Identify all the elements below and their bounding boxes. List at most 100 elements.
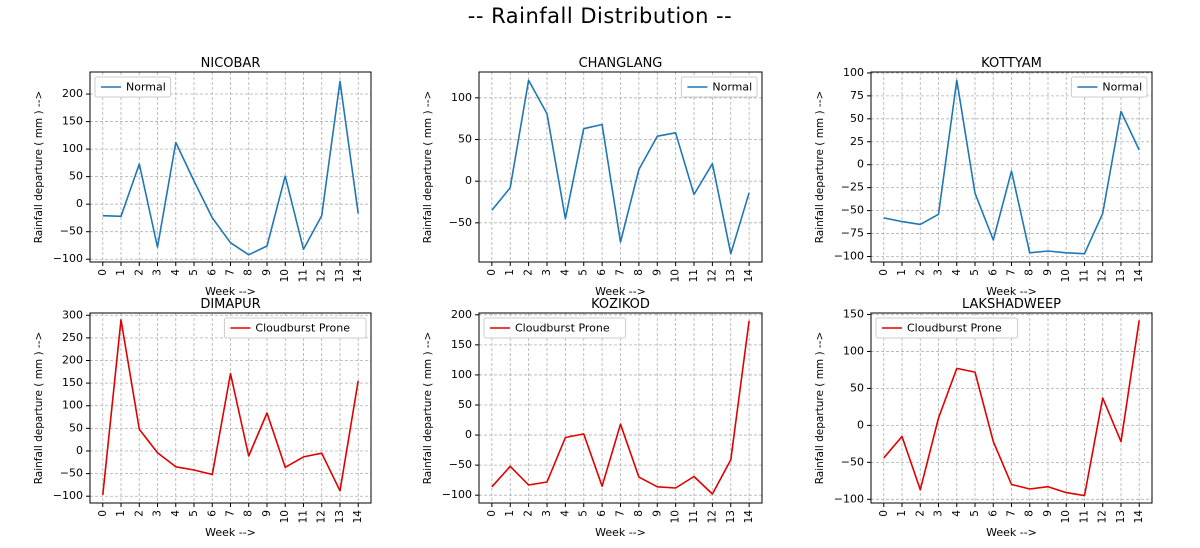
x-tick-label: 12: [316, 510, 328, 523]
x-tick-label: 12: [706, 510, 718, 523]
x-tick-label: 12: [706, 269, 718, 282]
y-tick-label: −100: [53, 489, 83, 502]
x-tick-label: 3: [933, 510, 945, 517]
x-tick-label: 7: [1006, 269, 1018, 276]
x-tick-label: 0: [97, 510, 109, 517]
x-tick-label: 14: [743, 269, 755, 283]
x-tick-label: 1: [896, 269, 908, 276]
x-tick-label: 10: [1060, 269, 1072, 282]
x-tick-label: 1: [504, 269, 516, 276]
x-tick-label: 5: [969, 510, 981, 517]
chart-title: KOTTYAM: [981, 56, 1042, 71]
x-tick-label: 6: [206, 269, 218, 276]
y-axis-label: Rainfall departure ( mm ) -->: [33, 91, 45, 244]
x-tick-label: 10: [279, 269, 291, 282]
x-tick-label: 9: [261, 269, 273, 276]
legend: Cloudburst Prone: [223, 317, 367, 339]
y-tick-label: −100: [53, 252, 83, 265]
legend-box: [680, 76, 758, 98]
legend-label: Cloudburst Prone: [255, 322, 350, 335]
y-tick-label: 100: [843, 66, 864, 79]
x-tick-label: 9: [1042, 510, 1054, 517]
x-tick-label: 3: [933, 269, 945, 276]
y-tick-label: −50: [449, 458, 472, 471]
y-axis-label: Rainfall departure ( mm ) -->: [422, 91, 434, 244]
x-axis-label: Week -->: [595, 526, 646, 539]
x-tick-label: 4: [559, 269, 571, 276]
y-tick-label: 50: [850, 381, 864, 394]
y-tick-label: 0: [465, 174, 472, 187]
x-tick-label: 11: [1078, 510, 1090, 523]
x-tick-label: 2: [914, 510, 926, 517]
x-tick-label: 1: [504, 510, 516, 517]
legend-label: Normal: [1102, 81, 1142, 94]
x-tick-label: 0: [878, 510, 890, 517]
x-tick-label: 10: [1060, 510, 1072, 523]
x-tick-label: 13: [725, 510, 737, 523]
x-tick-label: 7: [225, 269, 237, 276]
legend-label: Cloudburst Prone: [515, 322, 610, 335]
legend: Cloudburst Prone: [483, 317, 627, 339]
x-tick-label: 3: [152, 269, 164, 276]
y-tick-label: −50: [841, 455, 864, 468]
y-tick-label: 0: [76, 444, 83, 457]
legend-label: Normal: [712, 81, 752, 94]
series-line: [491, 320, 750, 495]
y-tick-label: −75: [841, 227, 864, 240]
x-tick-label: 13: [334, 510, 346, 523]
x-tick-label: 6: [987, 510, 999, 517]
x-tick-label: 5: [188, 269, 200, 276]
x-tick-label: 8: [243, 269, 255, 276]
y-tick-label: 100: [62, 399, 83, 412]
x-tick-label: 7: [615, 269, 627, 276]
chart-kottyam: 0 1 2 3 4 5 6 7 8 9 10 11 12 13 14−100−75−50−250255075…: [814, 56, 1153, 298]
x-tick-label: 2: [523, 510, 535, 517]
x-tick-label: 14: [352, 510, 364, 524]
y-tick-label: 50: [458, 398, 472, 411]
y-tick-label: −100: [834, 249, 864, 262]
y-axis-label: Rainfall departure ( mm ) -->: [814, 332, 826, 485]
x-tick-label: 5: [578, 510, 590, 517]
y-axis-label: Rainfall departure ( mm ) -->: [814, 91, 826, 244]
y-tick-label: −100: [442, 488, 472, 501]
x-tick-label: 2: [133, 269, 145, 276]
x-tick-label: 12: [1097, 510, 1109, 523]
x-tick-label: 6: [987, 269, 999, 276]
y-tick-label: 75: [850, 89, 864, 102]
y-tick-label: 150: [62, 376, 83, 389]
x-tick-label: 5: [578, 269, 590, 276]
y-tick-label: 25: [850, 135, 864, 148]
x-tick-label: 1: [115, 269, 127, 276]
y-tick-label: 50: [850, 112, 864, 125]
x-axis-label: Week -->: [986, 526, 1037, 539]
x-tick-label: 10: [670, 269, 682, 282]
y-tick-label: 50: [69, 421, 83, 434]
legend-box: [94, 76, 172, 98]
x-tick-label: 6: [596, 510, 608, 517]
x-tick-label: 9: [651, 510, 663, 517]
x-tick-label: 13: [1115, 510, 1127, 523]
y-tick-label: 100: [451, 91, 472, 104]
x-tick-label: 7: [1006, 510, 1018, 517]
legend-box: [483, 317, 627, 339]
y-tick-label: −25: [841, 181, 864, 194]
x-tick-label: 0: [486, 269, 498, 276]
x-tick-label: 4: [951, 510, 963, 517]
y-tick-label: 200: [451, 308, 472, 321]
x-tick-label: 11: [688, 269, 700, 282]
x-tick-label: 11: [297, 510, 309, 523]
y-tick-label: 0: [857, 418, 864, 431]
chart-title: DIMAPUR: [200, 297, 260, 312]
x-tick-label: 6: [596, 269, 608, 276]
y-tick-label: 150: [62, 115, 83, 128]
series-line: [102, 318, 359, 495]
x-axis-label: Week -->: [205, 526, 256, 539]
series-line: [883, 79, 1140, 255]
legend: Normal: [94, 76, 172, 98]
x-tick-label: 2: [133, 510, 145, 517]
y-tick-label: −100: [834, 492, 864, 505]
y-tick-label: −50: [449, 216, 472, 229]
x-axis-label: Week -->: [595, 285, 646, 298]
chart-changlang: 0 1 2 3 4 5 6 7 8 9 10 11 12 13 14−50050100CHANGLANGWe…: [422, 56, 763, 298]
legend-label: Normal: [126, 81, 166, 94]
